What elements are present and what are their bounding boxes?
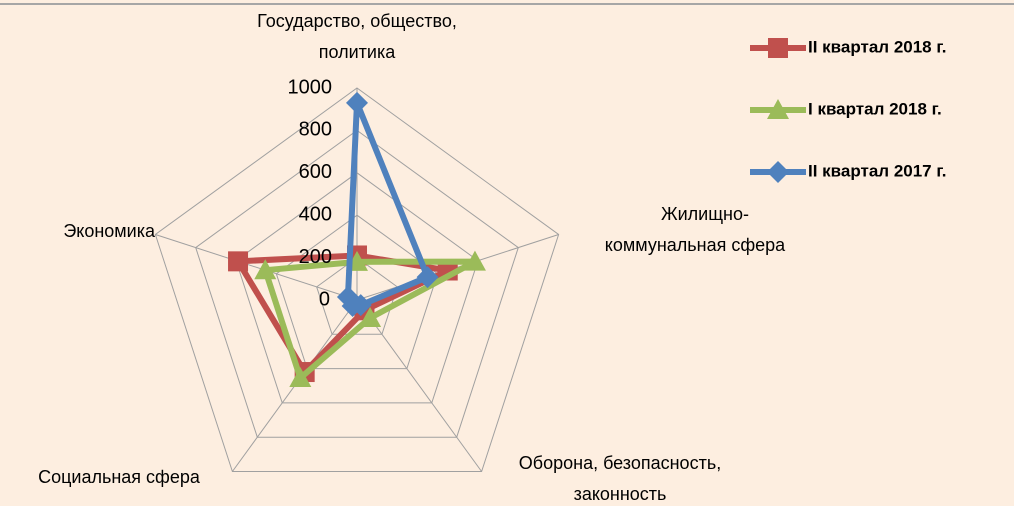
marker bbox=[416, 266, 439, 289]
category-label: Экономика bbox=[63, 221, 156, 241]
category-label: Социальная сфера bbox=[38, 467, 201, 487]
marker bbox=[767, 161, 789, 183]
category-label: Государство, общество, политика bbox=[257, 11, 457, 62]
category-line: Экономика bbox=[63, 221, 156, 241]
grid-ring bbox=[195, 129, 519, 438]
marker bbox=[767, 99, 789, 119]
category-label: Жилищно-коммунальная сфера bbox=[605, 204, 786, 255]
tick-label: 600 bbox=[299, 161, 332, 183]
axis-spoke bbox=[356, 234, 559, 301]
tick-label: 800 bbox=[299, 119, 332, 141]
category-line: политика bbox=[319, 42, 396, 62]
marker bbox=[254, 259, 277, 280]
marker bbox=[228, 251, 249, 272]
series-line bbox=[262, 258, 478, 382]
category-line: законность bbox=[574, 484, 667, 504]
category-line: Государство, общество, bbox=[257, 11, 457, 31]
axis-spoke bbox=[155, 234, 358, 301]
legend-label: II квартал 2018 г. bbox=[808, 37, 946, 56]
tick-label: 0 bbox=[319, 288, 330, 310]
marker bbox=[463, 250, 486, 271]
tick-label: 1000 bbox=[288, 76, 333, 98]
grid-ring bbox=[235, 172, 479, 404]
marker bbox=[768, 38, 788, 58]
marker bbox=[346, 91, 368, 114]
marker bbox=[359, 307, 382, 328]
grid-ring bbox=[316, 256, 398, 335]
tick-label: 200 bbox=[299, 246, 332, 268]
legend-label: II квартал 2017 г. bbox=[808, 161, 946, 180]
marker bbox=[289, 367, 312, 388]
legend-label: I квартал 2018 г. bbox=[808, 99, 942, 118]
axis-spoke bbox=[356, 299, 483, 472]
category-line: Жилищно- bbox=[661, 204, 749, 224]
tick-label: 400 bbox=[299, 203, 332, 225]
grid-ring bbox=[154, 87, 560, 473]
category-line: Социальная сфера bbox=[38, 467, 201, 487]
category-line: коммунальная сфера bbox=[605, 235, 786, 255]
marker bbox=[336, 286, 359, 309]
series-line bbox=[235, 252, 451, 376]
category-line: Оборона, безопасность, bbox=[519, 453, 721, 473]
category-label: Оборона, безопасность, законность bbox=[519, 453, 721, 504]
